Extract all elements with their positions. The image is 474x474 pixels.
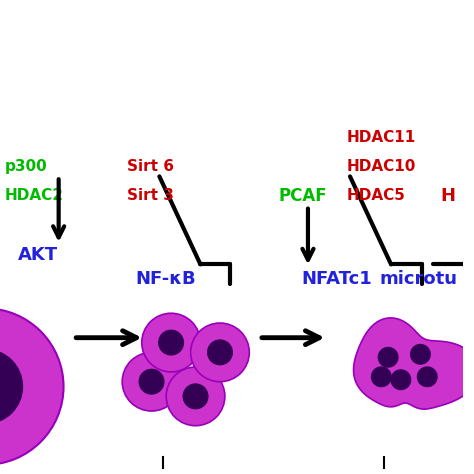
Circle shape (142, 313, 201, 372)
Text: Sirt 6: Sirt 6 (127, 159, 174, 174)
Text: H: H (440, 187, 455, 205)
Polygon shape (354, 318, 474, 409)
Circle shape (159, 330, 183, 355)
Circle shape (139, 369, 164, 394)
Circle shape (378, 347, 398, 367)
Circle shape (191, 323, 249, 382)
Circle shape (372, 367, 391, 387)
Circle shape (166, 367, 225, 426)
Circle shape (0, 349, 22, 424)
Circle shape (410, 345, 430, 364)
Text: HDAC11: HDAC11 (347, 130, 416, 145)
Circle shape (391, 370, 410, 390)
Text: HDAC2: HDAC2 (5, 189, 64, 203)
Text: HDAC10: HDAC10 (347, 159, 417, 174)
Text: NFATc1: NFATc1 (301, 270, 372, 288)
Text: PCAF: PCAF (279, 187, 327, 205)
Text: HDAC5: HDAC5 (347, 189, 406, 203)
Text: p300: p300 (5, 159, 48, 174)
Circle shape (122, 352, 181, 411)
Text: NF-κB: NF-κB (135, 270, 196, 288)
Circle shape (183, 384, 208, 409)
Circle shape (418, 367, 437, 387)
Circle shape (0, 309, 64, 465)
Text: Sirt 3: Sirt 3 (127, 189, 174, 203)
Text: microtu: microtu (379, 270, 457, 288)
Text: AKT: AKT (18, 246, 58, 264)
Circle shape (208, 340, 232, 365)
